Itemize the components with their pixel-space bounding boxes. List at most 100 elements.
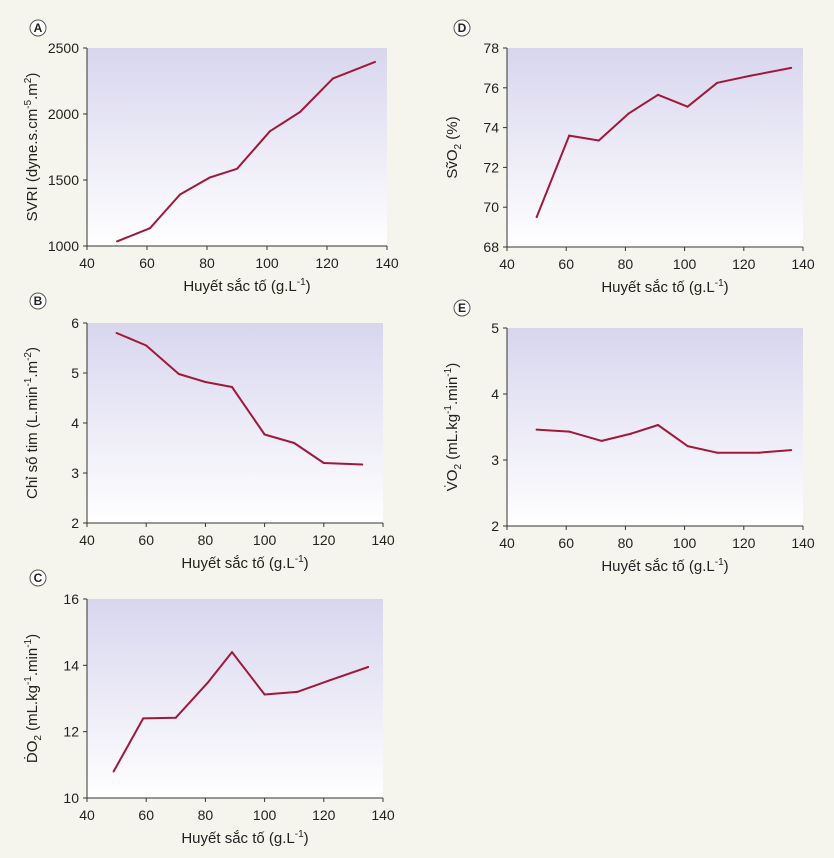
y-tick-label: 2 (491, 518, 499, 534)
data-point (627, 112, 630, 115)
x-tick-label: 120 (732, 535, 756, 551)
panel-b: 40 60 80 100 120 140 2 3 4 5 6 Huyết sắc tố (g.L-1)… (23, 292, 395, 572)
y-tick-label: 5 (491, 320, 499, 336)
data-point (209, 176, 211, 179)
x-tick-label: 120 (312, 807, 336, 823)
data-point (597, 139, 600, 142)
data-point (116, 240, 118, 243)
data-point (177, 373, 180, 375)
data-point (179, 193, 181, 196)
panel-letter: E (458, 301, 466, 315)
x-axis-title: Huyết sắc tố (g.L-1) (183, 277, 310, 295)
x-tick-label: 140 (791, 256, 815, 272)
data-point (174, 716, 177, 719)
x-tick-label: 80 (198, 807, 214, 823)
panel-c: 40 60 80 100 120 140 10 12 14 16 Huyết sắc tố (g.L… (23, 569, 395, 847)
data-point (790, 449, 793, 452)
x-tick-label: 80 (618, 256, 634, 272)
data-point (322, 462, 325, 464)
data-point (630, 432, 633, 435)
x-tick-label: 100 (253, 807, 277, 823)
panel-letter: C (34, 571, 43, 585)
x-tick-label: 140 (371, 807, 395, 823)
y-tick-label: 10 (63, 790, 79, 806)
panel-letter: D (458, 21, 467, 35)
data-point (332, 77, 334, 80)
x-tick-label: 100 (673, 535, 697, 551)
data-point (263, 693, 266, 696)
x-tick-label: 60 (558, 256, 574, 272)
x-tick-label: 40 (499, 256, 515, 272)
data-point (686, 105, 689, 108)
data-point (716, 81, 719, 84)
data-point (748, 74, 751, 77)
y-tick-label: 3 (491, 452, 499, 468)
data-point (231, 386, 234, 388)
x-tick-label: 140 (791, 535, 815, 551)
panel-letter-badge (29, 569, 47, 587)
data-point (568, 134, 571, 137)
y-axis-title: V̇O2 (mL.kg-1.min-1) (443, 363, 464, 491)
data-point (535, 216, 538, 219)
data-point (299, 111, 301, 114)
x-tick-label: 40 (79, 532, 95, 548)
x-axis-title: Huyết sắc tố (g.L-1) (181, 829, 308, 847)
plot-area (507, 48, 803, 247)
plot-area (87, 323, 383, 523)
x-tick-label: 120 (315, 255, 339, 271)
y-axis-title: Chỉ số tim (L.min-1.m-2) (23, 347, 41, 499)
y-tick-label: 14 (63, 657, 79, 673)
data-point (716, 451, 719, 454)
panel-a: 40 60 80 100 120 140 1000 1500 2000 2500 Huyết sắc… (23, 19, 399, 295)
y-tick-label: 76 (483, 80, 499, 96)
panel-letter-badge (453, 299, 471, 317)
data-point (112, 770, 115, 773)
plot-area (87, 599, 383, 798)
y-tick-label: 2500 (48, 40, 79, 56)
y-tick-label: 1000 (48, 238, 79, 254)
data-point (656, 93, 659, 96)
x-tick-label: 120 (312, 532, 336, 548)
data-point (231, 651, 234, 654)
y-tick-label: 2 (71, 515, 79, 531)
data-point (204, 381, 207, 383)
x-tick-label: 120 (732, 256, 756, 272)
panel-letter-badge (453, 19, 471, 37)
panel-letter-badge (29, 19, 47, 37)
y-tick-label: 6 (71, 315, 79, 331)
x-tick-label: 60 (138, 532, 154, 548)
data-point (263, 433, 266, 436)
y-axis-title: SṽO2 (%) (444, 116, 464, 178)
data-point (296, 690, 299, 693)
data-point (115, 332, 118, 334)
y-tick-label: 68 (483, 239, 499, 255)
data-point (600, 439, 603, 442)
data-point (142, 717, 145, 720)
panel-letter: B (34, 294, 43, 308)
x-tick-label: 60 (138, 807, 154, 823)
y-tick-label: 3 (71, 465, 79, 481)
data-point (757, 451, 760, 454)
data-point (293, 442, 296, 444)
y-tick-label: 2000 (48, 106, 79, 122)
x-tick-label: 100 (255, 255, 279, 271)
y-tick-label: 70 (483, 199, 499, 215)
y-tick-label: 74 (483, 120, 499, 136)
data-point (145, 344, 148, 347)
y-tick-label: 4 (491, 386, 499, 402)
panel-d: 40 60 80 100 120 140 68 70 72 74 76 78 Huyết sắc tố … (444, 19, 815, 296)
panel-e: 40 60 80 100 120 140 2 3 4 5 Huyết sắc tố (g.L-1) V… (443, 299, 815, 575)
data-point (686, 445, 689, 448)
x-tick-label: 60 (139, 255, 155, 271)
plot-area (87, 48, 387, 246)
data-point (328, 679, 331, 682)
x-tick-label: 80 (199, 255, 215, 271)
x-tick-label: 40 (499, 535, 515, 551)
y-tick-label: 12 (63, 724, 79, 740)
data-point (367, 665, 370, 668)
x-tick-label: 140 (371, 532, 395, 548)
y-axis-title: ḊO2 (mL.kg-1.min-1) (23, 634, 44, 763)
x-tick-label: 100 (253, 532, 277, 548)
y-axis-title: SVRI (dyne.s.cm-5.m2) (23, 73, 41, 222)
